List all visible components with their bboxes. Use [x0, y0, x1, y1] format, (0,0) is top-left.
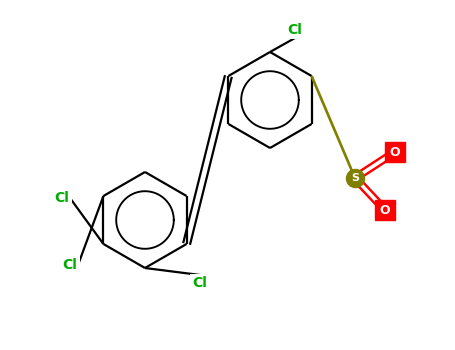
Text: S: S	[351, 173, 359, 183]
Text: Cl: Cl	[63, 258, 77, 272]
Text: O: O	[389, 146, 400, 159]
Text: Cl: Cl	[55, 191, 70, 205]
Text: Cl: Cl	[192, 276, 207, 290]
Text: O: O	[379, 203, 390, 217]
Text: Cl: Cl	[288, 23, 303, 37]
